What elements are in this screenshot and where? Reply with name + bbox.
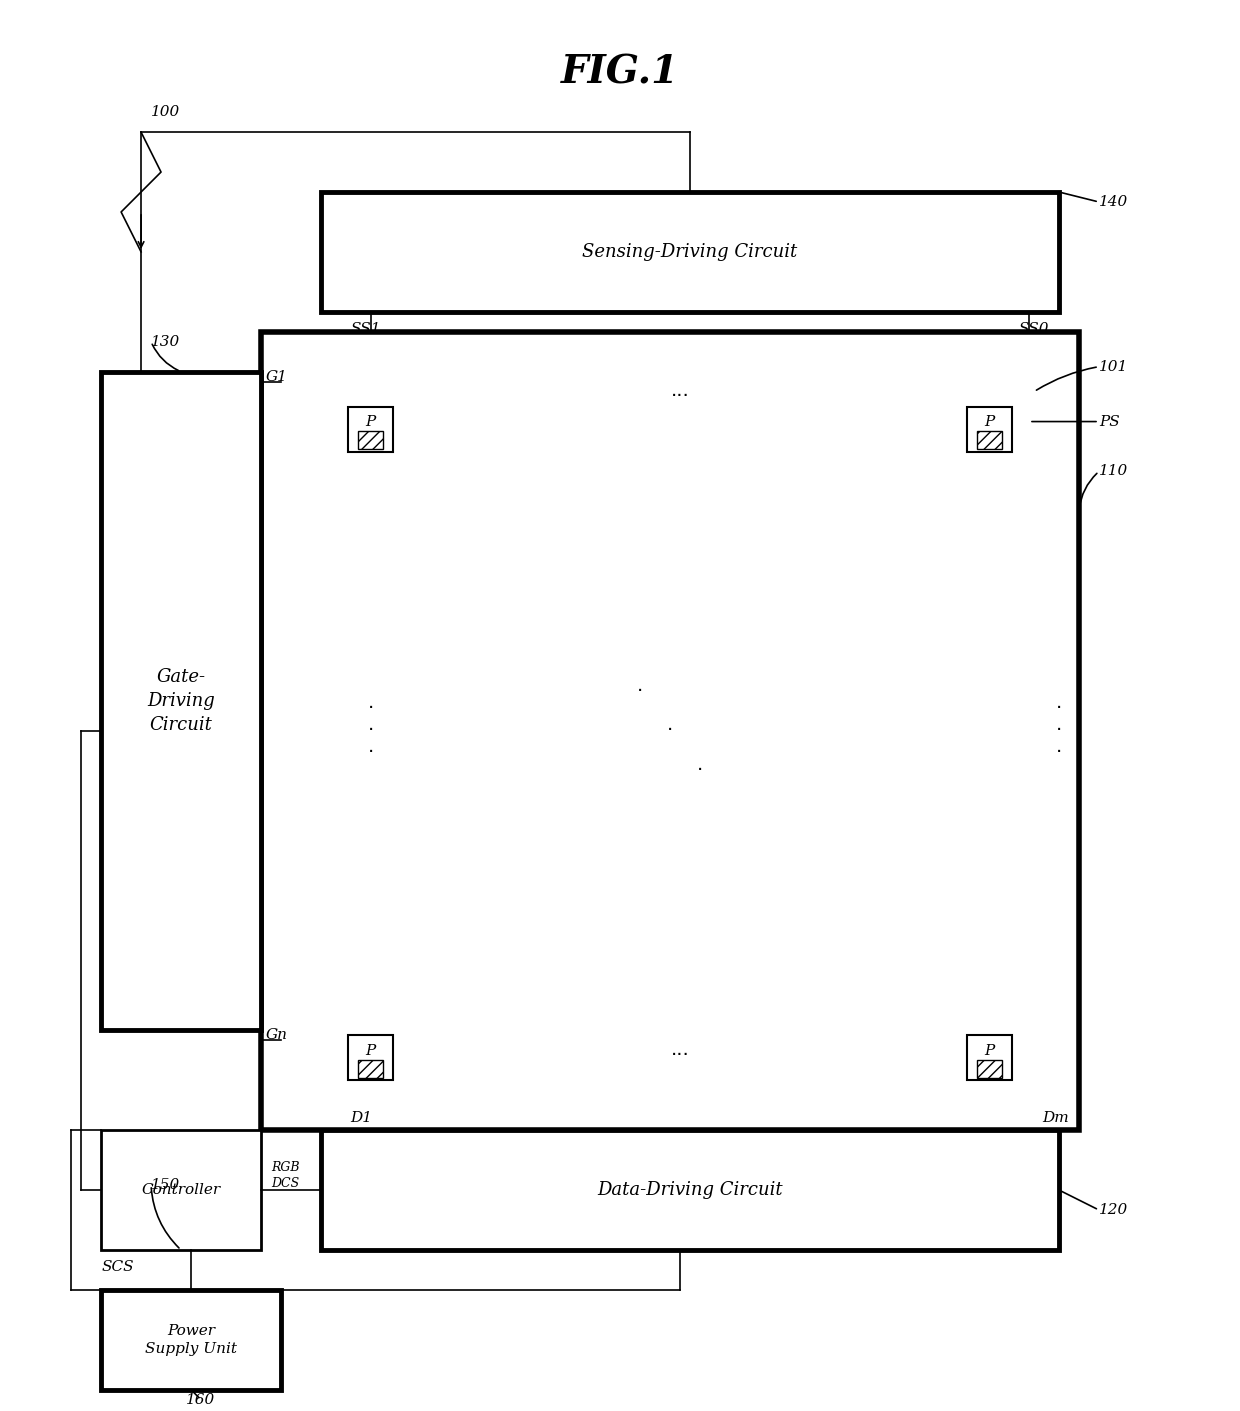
Bar [977,432,1002,449]
Bar [348,1036,393,1081]
Text: Gate-
Driving
Circuit: Gate- Driving Circuit [148,669,215,734]
Bar [321,192,1059,312]
Bar [260,332,1079,1130]
Text: Sensing-Driving Circuit: Sensing-Driving Circuit [583,243,797,261]
Text: P: P [985,1044,994,1058]
Text: ·: · [637,682,644,700]
Text: G1: G1 [265,370,288,384]
Text: P: P [366,1044,376,1058]
Text: FIG.1: FIG.1 [560,54,680,92]
Bar [358,1060,383,1078]
Bar [358,432,383,449]
Text: Power
Supply Unit: Power Supply Unit [145,1324,237,1356]
Bar [967,406,1012,452]
Text: 110: 110 [1099,464,1128,478]
Text: 140: 140 [1099,195,1128,209]
Text: Controller: Controller [141,1182,221,1197]
Bar [102,1290,280,1390]
Bar [102,371,260,1030]
Text: 100: 100 [151,106,180,119]
Text: 101: 101 [1099,360,1128,374]
Text: Dm: Dm [1043,1112,1069,1125]
Bar [977,1060,1002,1078]
Text: 160: 160 [186,1393,216,1407]
Text: ·: · [667,721,673,741]
Text: ···: ··· [671,387,689,406]
Bar [102,1130,260,1250]
Bar [348,406,393,452]
Text: Data-Driving Circuit: Data-Driving Circuit [596,1181,782,1199]
Text: ·
·
·: · · · [1056,700,1063,762]
Text: 130: 130 [151,334,180,349]
Text: SS0: SS0 [1018,322,1049,336]
Text: ·
·
·: · · · [367,700,373,762]
Text: 120: 120 [1099,1204,1128,1218]
Text: SCS: SCS [102,1260,134,1274]
Text: 150: 150 [151,1178,180,1192]
Text: Gn: Gn [265,1029,288,1043]
Text: RGB
DCS: RGB DCS [270,1161,299,1189]
Text: P: P [366,415,376,429]
Text: P: P [985,415,994,429]
Bar [967,1036,1012,1081]
Text: D1: D1 [351,1112,372,1125]
Text: ···: ··· [671,1046,689,1065]
Text: SS1: SS1 [351,322,381,336]
Bar [321,1130,1059,1250]
Text: PS: PS [1099,415,1120,429]
Text: ·: · [697,762,703,780]
